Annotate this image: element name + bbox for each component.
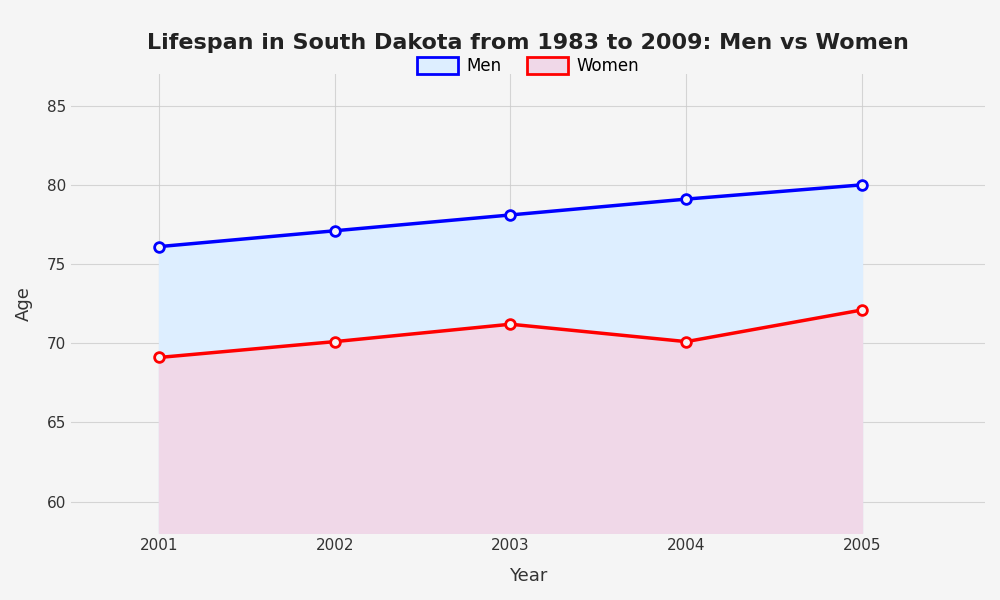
- Title: Lifespan in South Dakota from 1983 to 2009: Men vs Women: Lifespan in South Dakota from 1983 to 20…: [147, 33, 909, 53]
- Y-axis label: Age: Age: [15, 286, 33, 321]
- Legend: Men, Women: Men, Women: [410, 50, 646, 82]
- X-axis label: Year: Year: [509, 567, 547, 585]
